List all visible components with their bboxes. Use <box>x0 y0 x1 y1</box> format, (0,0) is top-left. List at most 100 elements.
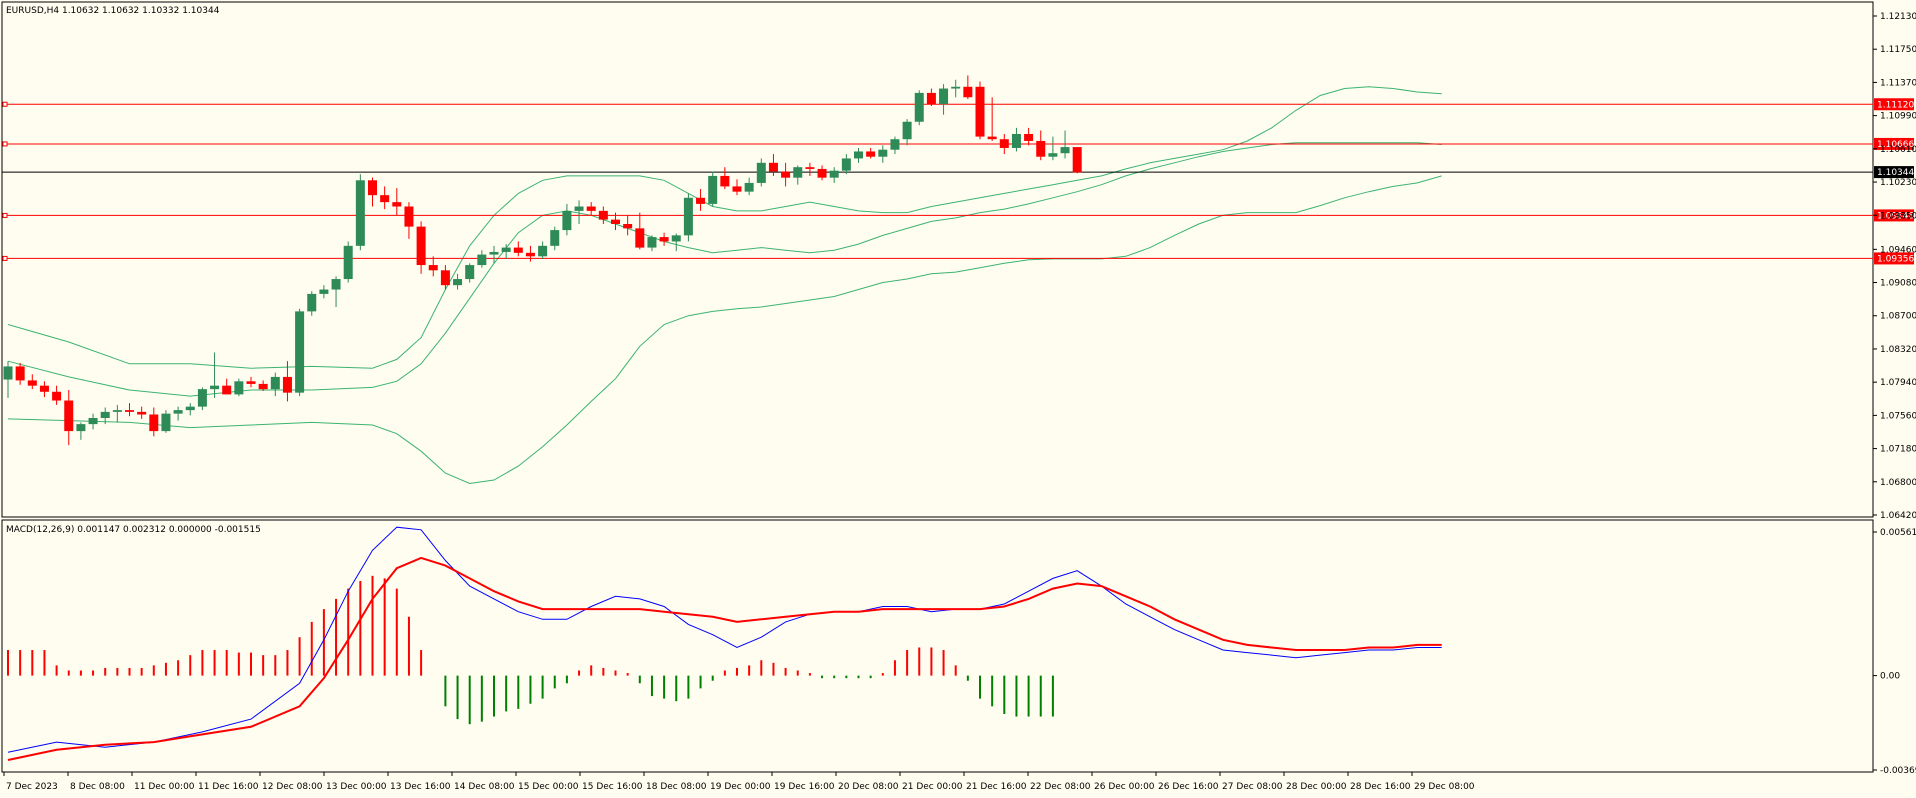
time-tick-label: 8 Dec 08:00 <box>70 782 125 792</box>
bear-candle-body <box>720 175 730 187</box>
bull-candle-body <box>1060 147 1070 154</box>
bull-candle-body <box>161 413 171 432</box>
candlesticks <box>3 75 1082 446</box>
current-price-label: 1.10344 <box>1877 168 1914 178</box>
bull-candle-body <box>550 230 560 246</box>
price-tick-label: 1.08700 <box>1880 312 1916 322</box>
bull-candle-body <box>890 139 900 150</box>
bear-candle-body <box>586 206 596 211</box>
signal-line <box>7 556 1442 761</box>
level-price-label: 1.11120 <box>1877 100 1914 110</box>
bull-candle-body <box>829 170 839 178</box>
bear-candle-body <box>428 265 438 271</box>
bull-candle-body <box>453 279 463 286</box>
bear-candle-body <box>282 376 292 393</box>
price-pane: EURUSD,H4 1.10632 1.10632 1.10332 1.1034… <box>1 1 1916 521</box>
time-tick-label: 13 Dec 16:00 <box>390 782 451 792</box>
bear-candle-body <box>380 195 390 203</box>
price-pane-border <box>1 1 1874 518</box>
bear-candle-body <box>1036 140 1046 157</box>
price-tick-label: 1.09460 <box>1880 245 1916 255</box>
bear-candle-body <box>611 219 620 224</box>
bull-candle-body <box>538 245 548 257</box>
bear-candle-body <box>27 380 37 386</box>
bull-candle-body <box>562 210 572 231</box>
bollinger-bands <box>7 86 1442 485</box>
bear-candle-body <box>137 411 147 415</box>
price-tick-label: 1.09080 <box>1880 279 1916 289</box>
price-tick-label: 1.12130 <box>1880 12 1916 22</box>
level-price-label: 1.09356 <box>1877 254 1914 264</box>
bull-candle-body <box>112 410 122 412</box>
price-axis: 1.12130 1.11750 1.11370 1.10990 1.10610 1.102… <box>1873 12 1916 521</box>
price-tick-label: 1.07940 <box>1880 378 1916 388</box>
bear-candle-body <box>866 151 876 157</box>
price-tick-label: 1.10230 <box>1880 178 1916 188</box>
bear-candle-body <box>513 247 523 253</box>
bear-candle-body <box>732 186 742 192</box>
time-tick-label: 21 Dec 00:00 <box>902 782 963 792</box>
bear-candle-body <box>598 210 608 220</box>
bear-candle-body <box>39 385 49 392</box>
bear-candle-body <box>975 86 985 137</box>
time-tick-label: 18 Dec 08:00 <box>646 782 707 792</box>
bear-candle-body <box>805 167 815 169</box>
macd-pane-border <box>1 519 1874 773</box>
level-price-tag <box>1874 252 1914 265</box>
bull-candle-body <box>939 88 949 105</box>
bear-candle-body <box>963 86 973 98</box>
price-tick-label: 1.11370 <box>1880 78 1916 88</box>
bear-candle-body <box>416 226 426 266</box>
time-tick-label: 13 Dec 00:00 <box>326 782 387 792</box>
level-price-label: 1.10666 <box>1877 140 1914 150</box>
bollinger-middle-line <box>7 142 1442 397</box>
macd-pane: MACD(12,26,9) 0.001147 0.002312 0.000000… <box>1 519 1916 776</box>
price-tick-label: 1.11750 <box>1880 45 1916 55</box>
bear-candle-body <box>623 223 633 229</box>
bull-candle-body <box>489 251 499 255</box>
bull-candle-body <box>951 86 961 89</box>
bull-candle-body <box>501 247 511 252</box>
bull-candle-body <box>854 151 863 159</box>
bear-candle-body <box>15 366 25 381</box>
level-price-tag <box>1874 98 1914 111</box>
bull-candle-body <box>902 121 912 140</box>
price-level-lines: 1.11120 1.10666 1.09848 1.09356 1.10344 <box>2 98 1914 265</box>
macd-tick-label: -0.00369 <box>1880 766 1916 776</box>
macd-axis: 0.005614 0.00 -0.00369 <box>1873 528 1916 776</box>
bear-candle-body <box>125 410 134 412</box>
time-tick-label: 26 Dec 00:00 <box>1094 782 1155 792</box>
price-tick-label: 1.10990 <box>1880 112 1916 122</box>
bull-candle-body <box>3 366 13 380</box>
time-tick-label: 11 Dec 00:00 <box>134 782 195 792</box>
bull-candle-body <box>355 180 365 246</box>
bear-candle-body <box>987 136 997 140</box>
bull-candle-body <box>647 237 657 248</box>
time-tick-label: 27 Dec 08:00 <box>1222 782 1283 792</box>
level-line-handle <box>2 212 8 218</box>
level-price-tag <box>1874 137 1914 150</box>
price-tick-label: 1.09850 <box>1880 211 1916 221</box>
bull-candle-body <box>574 206 584 211</box>
bull-candle-body <box>465 265 475 280</box>
macd-tick-label: 0.005614 <box>1880 528 1916 538</box>
bear-candle-body <box>404 206 414 227</box>
time-tick-label: 28 Dec 00:00 <box>1286 782 1347 792</box>
bull-candle-body <box>307 293 317 312</box>
macd-header: MACD(12,26,9) 0.001147 0.002312 0.000000… <box>6 525 261 535</box>
bear-candle-body <box>659 237 669 242</box>
price-tick-label: 1.07180 <box>1880 445 1916 455</box>
bull-candle-body <box>914 92 924 122</box>
time-tick-label: 20 Dec 08:00 <box>838 782 899 792</box>
bear-candle-body <box>768 162 778 172</box>
time-tick-label: 7 Dec 2023 <box>6 782 58 792</box>
time-tick-label: 28 Dec 16:00 <box>1350 782 1411 792</box>
bull-candle-body <box>88 417 98 425</box>
bear-candle-body <box>999 139 1009 148</box>
macd-line <box>7 526 1442 753</box>
time-tick-label: 15 Dec 16:00 <box>582 782 643 792</box>
bull-candle-body <box>197 389 207 407</box>
bollinger-upper-line <box>7 86 1442 369</box>
bull-candle-body <box>270 376 280 390</box>
